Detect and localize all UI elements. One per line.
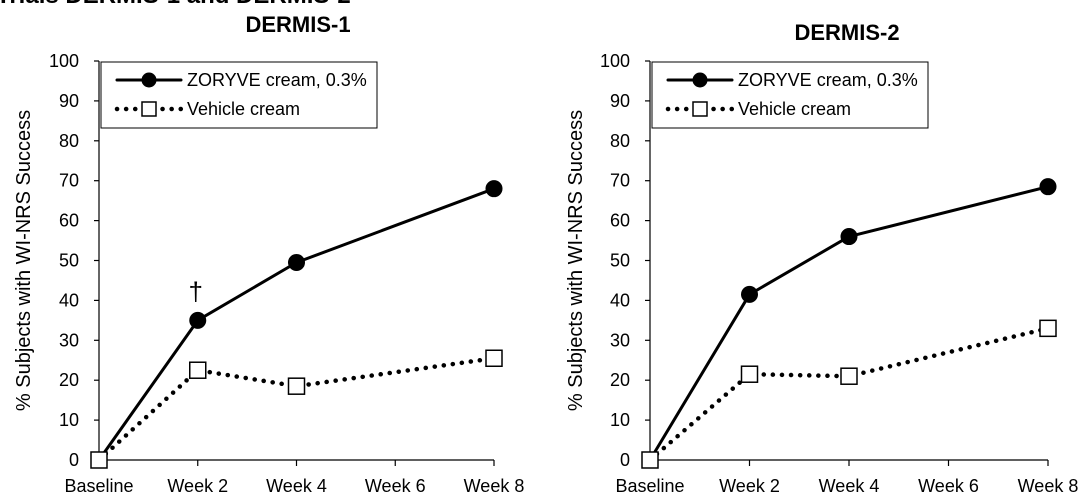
data-point-zoryve: [189, 311, 207, 329]
x-tick-label: Week 8: [1018, 476, 1079, 496]
legend-marker-vehicle: [141, 101, 157, 117]
data-point-zoryve: [485, 180, 503, 198]
y-tick-label: 30: [610, 330, 630, 350]
data-point-vehicle: [840, 367, 858, 385]
legend-label: ZORYVE cream, 0.3%: [738, 70, 918, 90]
y-tick-label: 50: [610, 251, 630, 271]
data-point-vehicle: [189, 361, 207, 379]
y-axis-label: % Subjects with WI-NRS Success: [565, 110, 587, 411]
y-tick-label: 70: [59, 171, 79, 191]
x-tick-label: Week 4: [819, 476, 880, 496]
y-tick-label: 70: [610, 171, 630, 191]
y-tick-label: 50: [59, 251, 79, 271]
legend-label: ZORYVE cream, 0.3%: [187, 70, 367, 90]
y-tick-label: 20: [59, 370, 79, 390]
x-tick-label: Week 4: [266, 476, 327, 496]
legend-marker-vehicle: [692, 101, 708, 117]
data-point-vehicle: [740, 365, 759, 383]
y-tick-label: 30: [59, 330, 79, 350]
y-tick-label: 20: [610, 370, 630, 390]
legend-label: Vehicle cream: [187, 99, 300, 119]
y-tick-label: 60: [59, 211, 79, 231]
data-point-vehicle: [90, 451, 108, 469]
y-tick-label: 80: [610, 131, 630, 151]
y-tick-label: 10: [610, 410, 630, 430]
x-tick-label: Week 6: [918, 476, 979, 496]
x-tick-label: Baseline: [615, 476, 684, 496]
x-tick-label: Week 2: [719, 476, 780, 496]
legend: ZORYVE cream, 0.3% Vehicle cream: [651, 61, 929, 129]
y-tick-label: 0: [69, 450, 79, 470]
y-tick-label: 80: [59, 131, 79, 151]
data-point-zoryve: [840, 228, 858, 246]
chart-panel-dermis-2: DERMIS-2 0 10 20 30 40 50 60 70 80 90 100 Baseline We…: [565, 20, 1078, 496]
page-title: Trials DERMIS-1 and DERMIS-2: [0, 0, 351, 8]
chart-title: DERMIS-1: [245, 12, 350, 37]
series-line-zoryve: [648, 185, 1050, 462]
y-tick-label: 10: [59, 410, 79, 430]
legend: ZORYVE cream, 0.3% Vehicle cream: [100, 61, 378, 129]
series-line-zoryve: [97, 187, 496, 462]
annotation-dagger: †: [189, 276, 203, 306]
y-tick-label: 40: [610, 290, 630, 310]
data-point-vehicle: [287, 377, 306, 395]
series-line-vehicle: [96, 356, 497, 463]
y-tick-label: 100: [49, 51, 79, 71]
x-tick-label: Week 2: [167, 476, 228, 496]
data-point-vehicle: [641, 451, 659, 469]
y-tick-label: 40: [59, 290, 79, 310]
x-tick-label: Week 6: [365, 476, 426, 496]
y-axis-label: % Subjects with WI-NRS Success: [13, 110, 35, 411]
series-line-vehicle: [647, 326, 1051, 463]
data-point-zoryve: [1039, 178, 1057, 196]
data-point-zoryve: [741, 285, 758, 303]
x-tick-label: Week 8: [464, 476, 525, 496]
legend-marker-zoryve: [692, 72, 708, 88]
y-tick-label: 60: [610, 211, 630, 231]
data-point-vehicle: [1039, 319, 1057, 338]
legend-label: Vehicle cream: [738, 99, 851, 119]
x-tick-label: Baseline: [64, 476, 133, 496]
y-tick-label: 100: [600, 51, 630, 71]
data-point-zoryve: [288, 253, 305, 271]
y-tick-label: 90: [59, 91, 79, 111]
chart-title: DERMIS-2: [794, 20, 899, 45]
legend-marker-zoryve: [141, 72, 157, 88]
y-tick-label: 90: [610, 91, 630, 111]
data-point-vehicle: [485, 349, 503, 368]
y-tick-label: 0: [620, 450, 630, 470]
chart-panel-dermis-1: DERMIS-1 0 10 20 30 40 50 60 70 80 90 100 Baseline We…: [13, 12, 524, 496]
